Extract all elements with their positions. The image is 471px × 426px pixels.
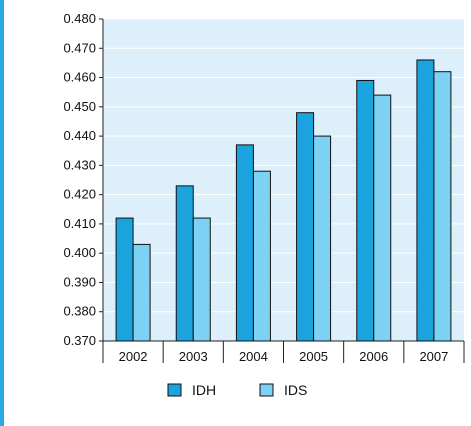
y-tick-label: 0.450 — [63, 99, 96, 114]
x-tick-label: 2005 — [299, 349, 328, 364]
y-tick-label: 0.380 — [63, 304, 96, 319]
y-tick-label: 0.400 — [63, 245, 96, 260]
bar-idh-2004 — [235, 144, 254, 342]
y-tick-label: 0.440 — [63, 128, 96, 143]
bar-ids-2003 — [192, 217, 211, 342]
y-tick-label: 0.370 — [63, 333, 96, 348]
bar-ids-2004 — [252, 170, 271, 342]
y-tick-label: 0.480 — [63, 11, 96, 26]
x-tick-label: 2003 — [179, 349, 208, 364]
legend-swatch-idh — [167, 383, 182, 397]
y-tick-label: 0.470 — [63, 40, 96, 55]
y-tick-label: 0.420 — [63, 187, 96, 202]
x-tick-label: 2006 — [359, 349, 388, 364]
bar-idh-2006 — [356, 79, 375, 342]
x-tick-label: 2002 — [119, 349, 148, 364]
legend-label-ids: IDS — [284, 382, 307, 398]
bar-ids-2006 — [373, 94, 392, 342]
y-tick-label: 0.410 — [63, 216, 96, 231]
bar-ids-2002 — [132, 243, 151, 342]
bar-idh-2002 — [115, 217, 134, 342]
legend-swatch-ids — [259, 383, 274, 397]
y-tick-label: 0.390 — [63, 274, 96, 289]
x-tick-label: 2004 — [239, 349, 268, 364]
legend-label-idh: IDH — [192, 382, 216, 398]
bar-idh-2007 — [416, 59, 435, 342]
y-tick-label: 0.460 — [63, 70, 96, 85]
bar-ids-2005 — [313, 135, 332, 342]
x-tick-label: 2007 — [419, 349, 448, 364]
bar-idh-2003 — [175, 185, 194, 342]
y-tick-label: 0.430 — [63, 157, 96, 172]
bar-idh-2005 — [296, 112, 315, 342]
bar-ids-2007 — [433, 71, 452, 342]
plot-area — [103, 19, 464, 341]
accent-rule — [0, 0, 4, 426]
